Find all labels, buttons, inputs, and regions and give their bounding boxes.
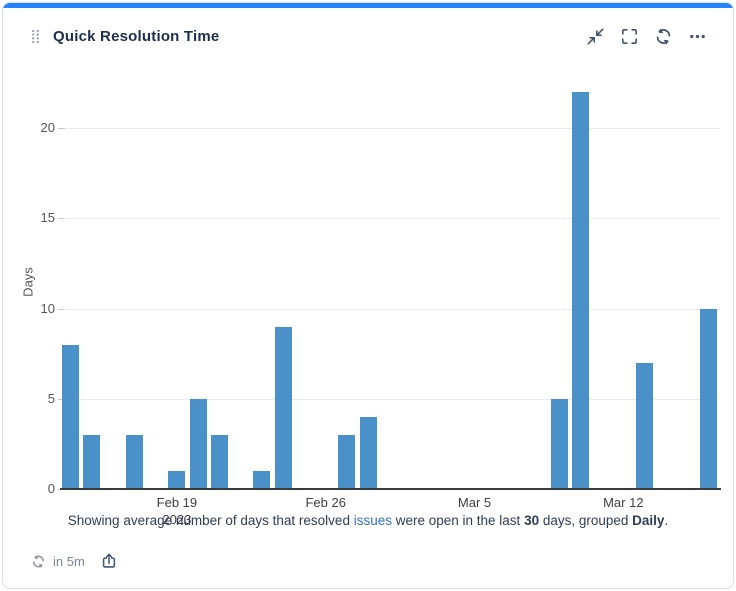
share-button[interactable] [100, 552, 118, 570]
issues-link[interactable]: issues [353, 513, 392, 528]
y-tick-label: 5 [47, 390, 55, 406]
gridline-y-5 [60, 398, 719, 400]
x-tick-label: Mar 5 [457, 495, 492, 510]
bar-mar-13[interactable] [636, 362, 654, 489]
caption-text-4: . [664, 513, 669, 528]
ellipsis-icon [688, 27, 707, 46]
collapse-icon [586, 27, 605, 46]
gadget-footer: in 5m [31, 550, 118, 572]
y-axis-tickmark [58, 308, 65, 310]
bar-mar-16[interactable] [699, 308, 717, 489]
x-axis-line [60, 488, 721, 490]
caption-text-3: days, grouped [539, 513, 633, 528]
caption-grouping: Daily [632, 513, 665, 528]
share-icon [100, 552, 118, 570]
x-tick-label: Mar 12 [603, 495, 644, 510]
bar-feb-15[interactable] [83, 434, 101, 489]
y-tick-label: 0 [47, 481, 55, 496]
bar-feb-23[interactable] [253, 470, 271, 489]
y-axis-tickmark [58, 128, 65, 129]
accent-bar [3, 3, 733, 8]
bar-feb-21[interactable] [210, 434, 228, 489]
chart-caption: Showing average number of days that reso… [3, 513, 733, 528]
bar-mar-9[interactable] [551, 398, 569, 489]
bar-feb-19[interactable] [168, 470, 186, 489]
gridline-y-15 [60, 218, 719, 220]
refresh-countdown-icon[interactable] [31, 554, 46, 569]
bar-feb-28[interactable] [359, 416, 377, 489]
gadget-title: Quick Resolution Time [53, 27, 220, 45]
bar-feb-27[interactable] [338, 434, 356, 489]
y-tick-label: 10 [40, 300, 55, 316]
collapse-button[interactable] [583, 24, 607, 48]
caption-days-count: 30 [524, 513, 540, 528]
caption-text-2: were open in the last [391, 513, 525, 528]
bar-mar-10[interactable] [572, 91, 590, 489]
caption-text-1: Showing average number of days that reso… [67, 513, 354, 528]
bar-feb-24[interactable] [274, 326, 292, 489]
expand-button[interactable] [617, 24, 641, 48]
gadget-header: Quick Resolution Time [3, 8, 733, 64]
x-tick-label: Feb 19 2023 [156, 495, 198, 527]
refresh-icon [654, 27, 673, 46]
more-options-button[interactable] [685, 24, 709, 48]
bar-chart: Days 0 5 10 15 20 Feb 19 2023 Feb 26 Mar 5 Mar 12 [3, 71, 733, 527]
y-axis-tickmark [58, 218, 65, 220]
y-tick-label: 20 [40, 120, 55, 135]
refresh-button[interactable] [651, 24, 675, 48]
refresh-countdown-label: in 5m [53, 553, 85, 569]
gridline-y-10 [60, 308, 719, 310]
bar-feb-14[interactable] [62, 344, 80, 489]
bar-feb-17[interactable] [125, 434, 143, 489]
x-tick-label: Feb 26 [305, 495, 346, 510]
drag-handle-icon[interactable] [31, 29, 40, 44]
bar-feb-20[interactable] [189, 398, 207, 489]
y-axis-tickmark [58, 398, 65, 400]
y-axis-title: Days [20, 267, 36, 297]
gridline-y-20 [60, 128, 719, 129]
fullscreen-icon [620, 27, 639, 46]
y-tick-label: 15 [40, 210, 55, 226]
